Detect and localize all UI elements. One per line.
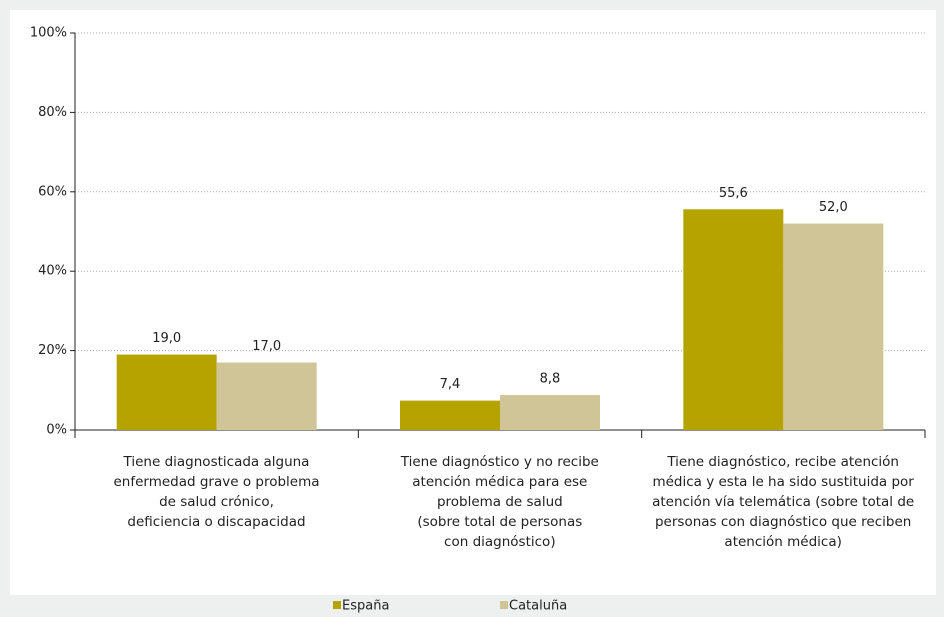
- x-tick-label: Tiene diagnóstico, recibe atención médic…: [652, 454, 915, 550]
- y-tick-label: 20%: [38, 343, 67, 358]
- legend-label: Cataluña: [509, 599, 567, 614]
- y-tick-label: 0%: [46, 423, 67, 438]
- bar: [783, 223, 884, 430]
- data-label: 55,6: [719, 186, 748, 201]
- y-tick-label: 80%: [38, 105, 67, 120]
- legend-swatch: [333, 601, 341, 609]
- bar: [400, 400, 500, 430]
- legend-swatch: [500, 601, 508, 609]
- bar: [216, 362, 317, 430]
- y-tick-label: 100%: [30, 26, 67, 41]
- y-tick-label: 40%: [38, 264, 67, 279]
- data-label: 8,8: [540, 372, 561, 387]
- legend-label: España: [342, 599, 389, 614]
- data-label: 17,0: [252, 339, 281, 354]
- y-tick-label: 60%: [38, 184, 67, 199]
- x-tick-label: Tiene diagnosticada alguna enfermedad gr…: [113, 454, 320, 530]
- x-tick-label: Tiene diagnóstico y no recibe atención m…: [400, 454, 599, 550]
- data-label: 19,0: [152, 331, 181, 346]
- bar: [683, 209, 784, 430]
- data-label: 7,4: [440, 377, 461, 392]
- bar: [500, 395, 600, 430]
- bar: [116, 354, 217, 430]
- data-label: 52,0: [819, 200, 848, 215]
